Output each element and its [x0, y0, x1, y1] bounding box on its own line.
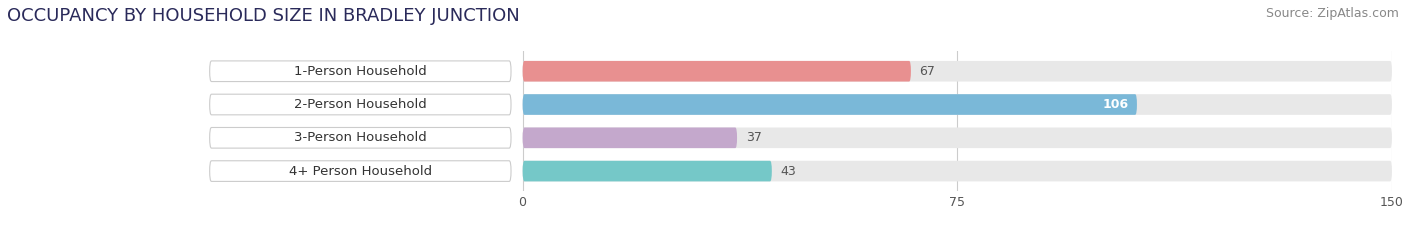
- Text: 3-Person Household: 3-Person Household: [294, 131, 427, 144]
- FancyBboxPatch shape: [523, 94, 1137, 115]
- Text: 4+ Person Household: 4+ Person Household: [288, 164, 432, 178]
- FancyBboxPatch shape: [523, 127, 1392, 148]
- FancyBboxPatch shape: [209, 61, 510, 82]
- FancyBboxPatch shape: [523, 161, 772, 182]
- FancyBboxPatch shape: [523, 61, 1392, 82]
- Text: 67: 67: [920, 65, 935, 78]
- FancyBboxPatch shape: [523, 94, 1392, 115]
- Text: 43: 43: [780, 164, 796, 178]
- FancyBboxPatch shape: [209, 127, 510, 148]
- Text: 106: 106: [1102, 98, 1128, 111]
- FancyBboxPatch shape: [523, 161, 1392, 182]
- Text: 1-Person Household: 1-Person Household: [294, 65, 427, 78]
- Text: OCCUPANCY BY HOUSEHOLD SIZE IN BRADLEY JUNCTION: OCCUPANCY BY HOUSEHOLD SIZE IN BRADLEY J…: [7, 7, 520, 25]
- FancyBboxPatch shape: [209, 94, 510, 115]
- Text: 2-Person Household: 2-Person Household: [294, 98, 427, 111]
- FancyBboxPatch shape: [523, 61, 911, 82]
- Text: 37: 37: [745, 131, 762, 144]
- Text: Source: ZipAtlas.com: Source: ZipAtlas.com: [1265, 7, 1399, 20]
- FancyBboxPatch shape: [209, 161, 510, 182]
- FancyBboxPatch shape: [523, 127, 737, 148]
